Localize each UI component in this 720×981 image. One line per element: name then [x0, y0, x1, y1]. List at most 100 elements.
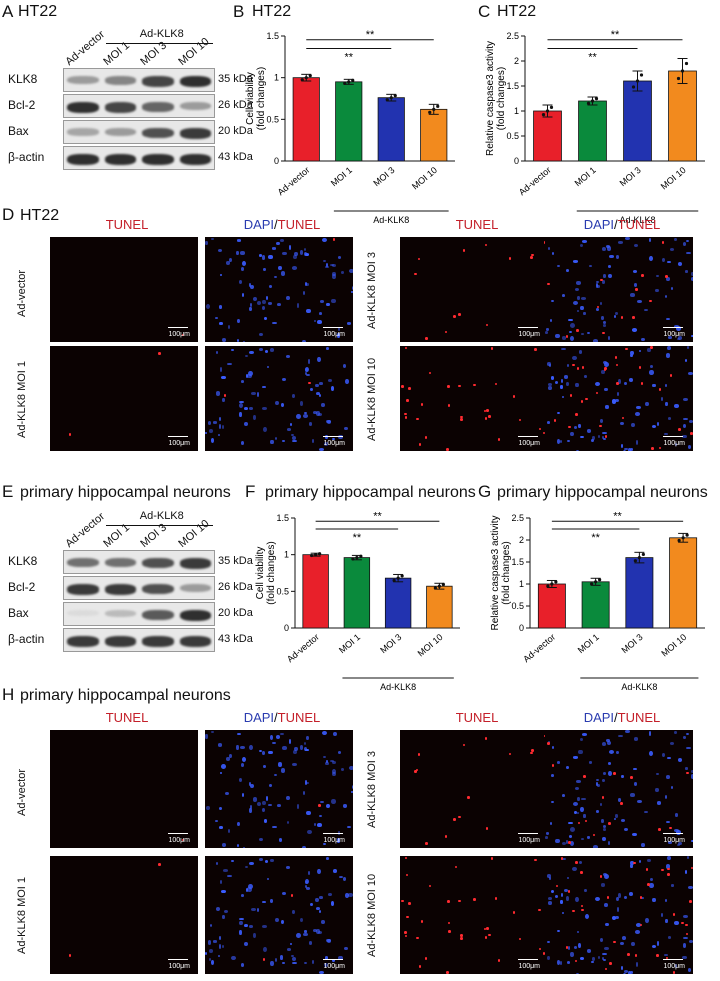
dapi-nucleus [306, 810, 311, 815]
dapi-nucleus [219, 322, 223, 325]
dapi-nucleus [575, 897, 579, 902]
wb-row-name: KLK8 [8, 72, 38, 86]
dapi-nucleus [212, 420, 218, 424]
dapi-nucleus [576, 930, 580, 934]
dapi-nucleus [330, 386, 334, 391]
data-point [676, 76, 681, 81]
dapi-nucleus [665, 918, 668, 924]
row-label: Ad-KLK8 MOI 10 [366, 873, 378, 957]
bar [581, 581, 610, 629]
dapi-nucleus [269, 285, 273, 289]
tunel-dot [672, 971, 676, 974]
sig-label: ** [353, 532, 362, 544]
dapi-nucleus [578, 860, 583, 865]
tunel-dot [581, 908, 584, 912]
dapi-nucleus [258, 749, 263, 753]
tunel-dot [485, 827, 489, 830]
y-tick-label: 1.5 [511, 557, 524, 567]
wb-band [67, 76, 99, 85]
dapi-nucleus [575, 382, 579, 388]
y-tick-label: 0 [284, 623, 289, 633]
dapi-nucleus [210, 730, 214, 733]
dapi-nucleus [333, 869, 337, 873]
dapi-nucleus [618, 379, 622, 385]
tunel-dot [308, 381, 311, 385]
dapi-nucleus [332, 768, 337, 774]
data-point [594, 97, 599, 101]
scale-bar [518, 833, 538, 834]
tunel-dot [538, 947, 542, 951]
dapi-nucleus [248, 781, 252, 786]
scale-bar [663, 959, 683, 960]
dapi-nucleus [239, 930, 242, 935]
header-tunel-text: TUNEL [105, 217, 149, 232]
dapi-nucleus [239, 412, 242, 417]
dapi-nucleus [605, 922, 609, 926]
y-axis-label: Cell viability [255, 547, 266, 600]
dapi-nucleus [306, 736, 310, 741]
data-point [681, 536, 685, 540]
tunel-dot [512, 911, 516, 914]
dapi-nucleus [624, 896, 627, 900]
scale-bar [168, 436, 188, 437]
dapi-nucleus [352, 286, 353, 290]
dapi-nucleus [559, 439, 563, 444]
dapi-nucleus [238, 403, 243, 409]
data-point [389, 96, 393, 100]
dapi-nucleus [688, 939, 693, 943]
tunel-dot [567, 890, 571, 893]
scale-bar [323, 436, 343, 437]
dapi-nucleus [219, 424, 222, 429]
dapi-nucleus [251, 908, 256, 912]
panel-e-title: primary hippocampal neurons [20, 484, 231, 501]
data-point [550, 582, 554, 586]
dapi-nucleus [625, 730, 630, 734]
scale-bar [518, 436, 538, 437]
x-tick-label: MOI 3 [619, 632, 644, 655]
scale-bar [518, 327, 538, 328]
dapi-nucleus [282, 377, 287, 382]
tunel-dot [645, 868, 648, 871]
wb-row-name: Bax [8, 606, 29, 620]
dapi-nucleus [319, 970, 325, 974]
dapi-nucleus [304, 247, 307, 251]
dapi-nucleus [595, 779, 599, 782]
dapi-nucleus [268, 750, 273, 755]
y-tick-label: 1 [514, 106, 519, 116]
row-label: Ad-vector [16, 768, 28, 816]
x-tick-label: MOI 3 [618, 165, 643, 188]
dapi-nucleus [326, 938, 331, 943]
dapi-nucleus [546, 940, 550, 944]
dapi-nucleus [593, 845, 598, 848]
tunel-dot [572, 909, 575, 913]
dapi-nucleus [604, 387, 608, 392]
header-dapi-tunel: DAPI/TUNEL [207, 217, 357, 232]
dapi-nucleus [574, 425, 578, 429]
tunel-dot [488, 415, 491, 418]
tunel-dot [658, 828, 661, 831]
dapi-nucleus [313, 823, 317, 826]
dapi-nucleus [305, 886, 310, 890]
y-tick-label: 0 [514, 156, 519, 166]
dapi-nucleus [683, 418, 688, 421]
dapi-nucleus [303, 746, 307, 751]
dapi-nucleus [591, 960, 594, 964]
dapi-nucleus [656, 941, 660, 946]
dapi-nucleus [250, 783, 255, 788]
data-point [396, 576, 400, 580]
tunel-dot [414, 770, 417, 773]
dapi-nucleus [219, 806, 223, 810]
dapi-nucleus [277, 762, 282, 767]
data-point [437, 584, 441, 588]
tunel-dot [667, 867, 670, 871]
tunel-dot [447, 385, 450, 388]
scale-bar [323, 833, 343, 834]
dapi-nucleus [249, 351, 254, 355]
dapi-nucleus [682, 242, 686, 246]
tunel-dot [418, 443, 422, 446]
data-point [393, 94, 397, 98]
tunel-dot [494, 897, 498, 900]
data-point [680, 69, 685, 73]
dapi-nucleus [561, 841, 567, 846]
header-tunel-text: TUNEL [617, 710, 661, 725]
